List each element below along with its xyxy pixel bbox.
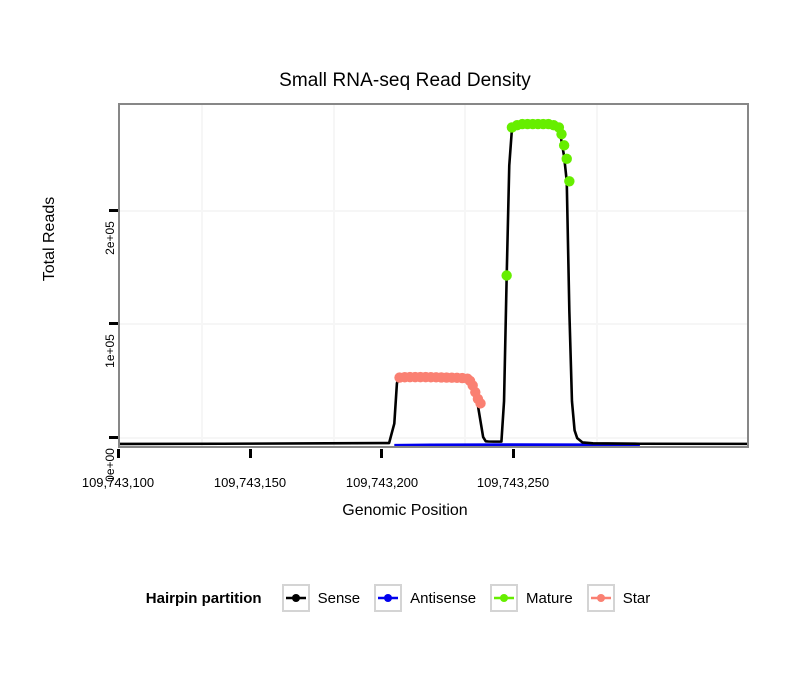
- data-point: [475, 398, 486, 409]
- gridline-vertical: [596, 105, 598, 446]
- gridline-vertical: [201, 105, 203, 446]
- legend-entry-star[interactable]: Star: [586, 584, 651, 612]
- legend-key-mature-icon: [490, 584, 519, 612]
- data-point: [558, 140, 570, 151]
- plot-area: [120, 105, 747, 446]
- legend-label-star: Star: [622, 589, 651, 607]
- data-point: [561, 153, 572, 165]
- series-antisense-group: [394, 443, 640, 446]
- x-tick-mark-3: [512, 449, 515, 458]
- x-axis-label: Genomic Position: [342, 502, 468, 519]
- legend-label-antisense: Antisense: [410, 589, 477, 607]
- x-tick-label-2: 109,743,200: [345, 475, 419, 490]
- legend-key-star-icon: [586, 584, 615, 612]
- y-tick-label-2: 2e+05: [103, 221, 117, 255]
- legend-entry-mature[interactable]: Mature: [490, 584, 573, 612]
- legend-entry-sense[interactable]: Sense: [281, 584, 361, 612]
- legend-label-sense: Sense: [317, 589, 361, 607]
- legend-label-mature: Mature: [526, 589, 573, 607]
- series-sense-line: [120, 122, 747, 446]
- data-point: [564, 176, 575, 187]
- gridline-horizontal: [120, 437, 747, 439]
- x-tick-mark-0: [117, 449, 120, 458]
- series-mature-points: [501, 118, 575, 281]
- gridline-horizontal: [120, 323, 747, 325]
- legend-title: Hairpin partition: [145, 589, 262, 607]
- series-sense-group: [120, 122, 747, 446]
- plot-panel: [118, 103, 749, 448]
- x-tick-label-1: 109,743,150: [213, 475, 287, 490]
- gridline-vertical: [464, 105, 466, 446]
- gridline-vertical: [333, 105, 335, 446]
- chart-title: Small RNA-seq Read Density: [279, 70, 531, 91]
- y-tick-label-1: 1e+05: [103, 334, 117, 368]
- x-tick-label-0: 109,743,100: [81, 475, 155, 490]
- x-tick-mark-1: [249, 449, 252, 458]
- series-antisense-line: [394, 443, 640, 446]
- y-axis-label: Total Reads: [41, 196, 58, 282]
- series-star-points: [394, 371, 486, 409]
- y-tick-mark-1: [109, 322, 118, 325]
- legend: Hairpin partition Sense Antisense Mature…: [0, 584, 810, 612]
- gridline-horizontal: [120, 210, 747, 212]
- data-point: [501, 270, 512, 281]
- x-tick-label-3: 109,743,250: [476, 475, 550, 490]
- legend-key-antisense-icon: [374, 584, 403, 612]
- y-tick-mark-2: [109, 209, 118, 212]
- legend-entry-antisense[interactable]: Antisense: [374, 584, 476, 612]
- legend-key-sense-icon: [281, 584, 310, 612]
- y-tick-mark-0: [109, 436, 118, 439]
- x-tick-mark-2: [380, 449, 383, 458]
- series-layer: [120, 118, 747, 446]
- data-point: [556, 128, 567, 140]
